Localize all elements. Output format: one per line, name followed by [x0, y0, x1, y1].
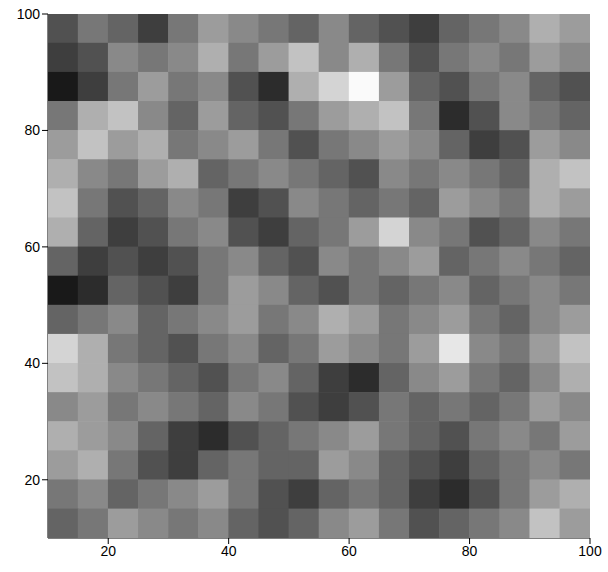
svg-text:100: 100 [578, 543, 602, 559]
svg-text:100: 100 [17, 6, 41, 22]
svg-text:40: 40 [24, 355, 40, 371]
svg-text:80: 80 [462, 543, 478, 559]
svg-text:80: 80 [24, 122, 40, 138]
svg-text:60: 60 [24, 239, 40, 255]
svg-text:40: 40 [221, 543, 237, 559]
svg-text:20: 20 [24, 472, 40, 488]
svg-text:20: 20 [100, 543, 116, 559]
svg-text:60: 60 [341, 543, 357, 559]
